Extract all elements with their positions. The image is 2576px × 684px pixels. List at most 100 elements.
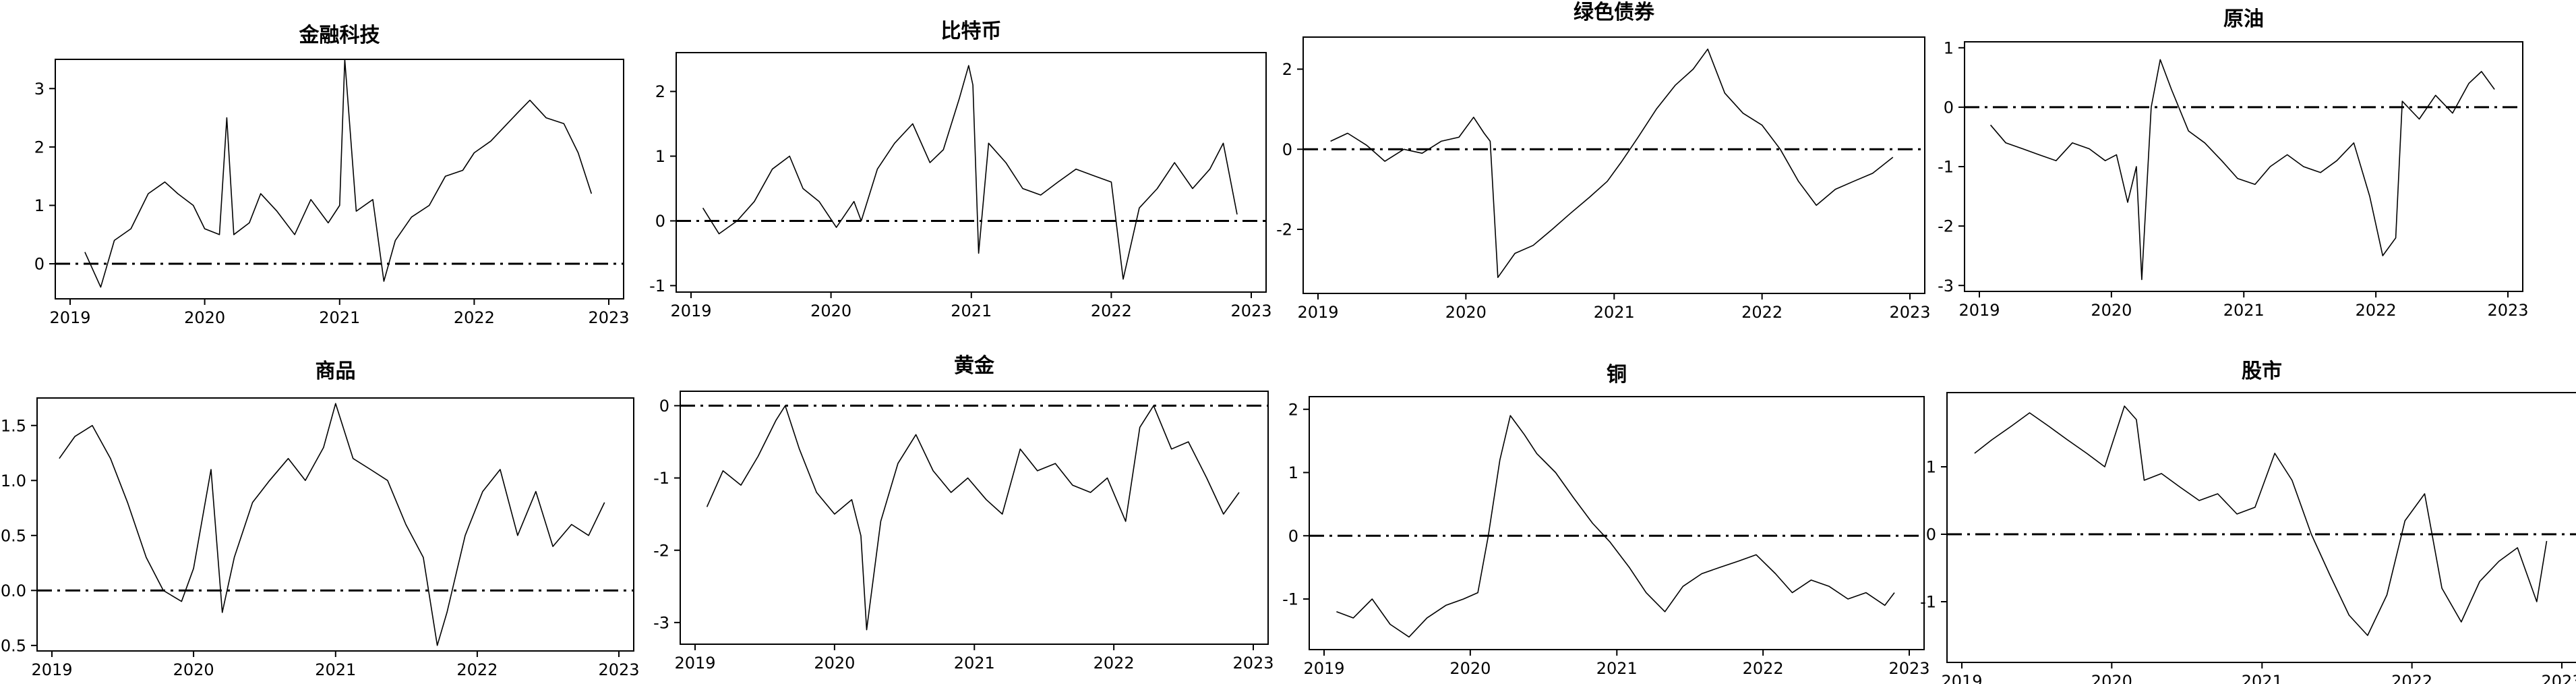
x-tick-label: 2020 [810, 302, 851, 320]
y-tick-label: 2 [34, 138, 44, 157]
x-tick-label: 2021 [2223, 301, 2265, 320]
y-tick-label: 0 [1944, 98, 1954, 117]
y-tick-label: 1 [655, 147, 665, 166]
panel-title: 铜 [1607, 363, 1627, 387]
x-tick-label: 2023 [588, 308, 629, 327]
x-tick-label: 2019 [1958, 301, 2000, 320]
x-tick-label: 2023 [1889, 303, 1930, 322]
x-tick-label: 2023 [2487, 301, 2528, 320]
y-tick-label: 1 [34, 196, 44, 215]
panel-title: 绿色债券 [1574, 1, 1655, 24]
x-tick-label: 2023 [1888, 659, 1929, 678]
panel-title: 原油 [2223, 7, 2264, 31]
x-tick-label: 2019 [31, 660, 72, 679]
plot-frame [680, 391, 1269, 645]
x-tick-label: 2019 [1941, 672, 1982, 684]
x-tick-label: 2021 [1596, 659, 1638, 678]
panel: 铜 -1 0 1 2 2019 2020 2021 2022 2023 [1282, 363, 1929, 678]
y-tick-label: 1 [1944, 38, 1954, 57]
plot-frame [1302, 36, 1925, 294]
x-tick-label: 2021 [319, 308, 360, 327]
x-tick-label: 2022 [1094, 654, 1135, 673]
y-tick-label: -2 [653, 541, 669, 560]
panel-title: 黄金 [954, 354, 995, 378]
plot-frame [676, 52, 1267, 293]
y-tick-label: -0.5 [0, 636, 26, 655]
x-tick-label: 2022 [2391, 672, 2432, 684]
y-tick-label: 0 [1926, 525, 1936, 544]
panel: 原油 -3 -2 -1 0 1 2019 2020 2021 2022 2023 [1938, 7, 2528, 320]
plot-frame [36, 397, 634, 652]
panel: 黄金 -3 -2 -1 0 2019 2020 2021 2022 2023 [653, 354, 1274, 673]
x-tick-label: 2019 [1303, 659, 1344, 678]
y-tick-label: -1 [653, 469, 669, 488]
x-tick-label: 2022 [456, 660, 498, 679]
x-tick-label: 2020 [1445, 303, 1487, 322]
y-tick-label: 0.5 [1, 526, 26, 545]
x-tick-label: 2023 [1230, 302, 1271, 320]
x-tick-label: 2020 [184, 308, 225, 327]
y-tick-label: 2 [655, 82, 665, 101]
x-tick-label: 2021 [951, 302, 992, 320]
x-tick-label: 2021 [315, 660, 356, 679]
y-tick-label: 1 [1926, 458, 1936, 477]
y-tick-label: 0 [659, 397, 669, 416]
y-tick-label: 3 [34, 80, 44, 98]
y-tick-label: 1.5 [1, 416, 26, 435]
y-tick-label: -1 [649, 277, 665, 295]
y-tick-label: 0 [1282, 140, 1292, 159]
plot-frame [1946, 392, 2576, 663]
x-tick-label: 2022 [1743, 659, 1784, 678]
y-tick-label: 0.0 [1, 581, 26, 600]
y-tick-label: -2 [1276, 221, 1292, 239]
panel-title: 比特币 [941, 20, 1002, 43]
x-tick-label: 2022 [1741, 303, 1783, 322]
series-line [1330, 49, 1894, 279]
y-tick-label: 2 [1282, 60, 1292, 79]
y-tick-label: 2 [1288, 400, 1298, 419]
x-tick-label: 2020 [814, 654, 855, 673]
series-line [706, 405, 1240, 631]
x-tick-label: 2023 [598, 660, 639, 679]
series-line [59, 403, 605, 646]
plot-frame [1964, 41, 2523, 292]
series-line [84, 59, 593, 288]
series-line [1989, 59, 2495, 281]
panel-title: 商品 [316, 360, 356, 383]
y-tick-label: -1 [1938, 158, 1954, 177]
panel: 金融科技 0 1 2 3 2019 2020 2021 2022 2023 [34, 24, 630, 327]
panel: 商品 -0.5 0.0 0.5 1.0 1.5 2019 2020 2021 2022 2023 [0, 360, 640, 679]
y-tick-label: -2 [1938, 217, 1954, 236]
y-tick-label: -1 [1920, 593, 1936, 612]
y-tick-label: 1 [1288, 463, 1298, 482]
x-tick-label: 2021 [2242, 672, 2283, 684]
panel: 股市 -1 0 1 2019 2020 2021 2022 2023 [1920, 360, 2576, 684]
x-tick-label: 2023 [2541, 672, 2576, 684]
x-tick-label: 2022 [1091, 302, 1132, 320]
series-line [702, 65, 1238, 280]
x-tick-label: 2020 [2091, 672, 2132, 684]
x-tick-label: 2022 [454, 308, 495, 327]
y-tick-label: 0 [655, 212, 665, 231]
x-tick-label: 2019 [1297, 303, 1338, 322]
x-tick-label: 2020 [1449, 659, 1491, 678]
x-tick-label: 2020 [173, 660, 214, 679]
series-line [1336, 415, 1895, 638]
y-tick-label: 0 [1288, 527, 1298, 546]
x-tick-label: 2021 [1594, 303, 1635, 322]
x-tick-label: 2023 [1232, 654, 1274, 673]
panel: 绿色债券 -2 0 2 2019 2020 2021 2022 2023 [1276, 1, 1930, 322]
y-tick-label: -1 [1282, 590, 1298, 609]
y-tick-label: -3 [1938, 277, 1954, 295]
y-tick-label: 0 [34, 255, 44, 274]
panel-title: 金融科技 [299, 24, 380, 47]
series-line [1974, 405, 2548, 636]
x-tick-label: 2021 [954, 654, 995, 673]
panel: 比特币 -1 0 1 2 2019 2020 2021 2022 2023 [649, 20, 1271, 320]
x-tick-label: 2022 [2356, 301, 2397, 320]
panel-title: 股市 [2242, 360, 2282, 383]
plot-frame [1309, 396, 1925, 650]
y-tick-label: -3 [653, 613, 669, 632]
x-tick-label: 2019 [670, 302, 711, 320]
x-tick-label: 2019 [49, 308, 90, 327]
